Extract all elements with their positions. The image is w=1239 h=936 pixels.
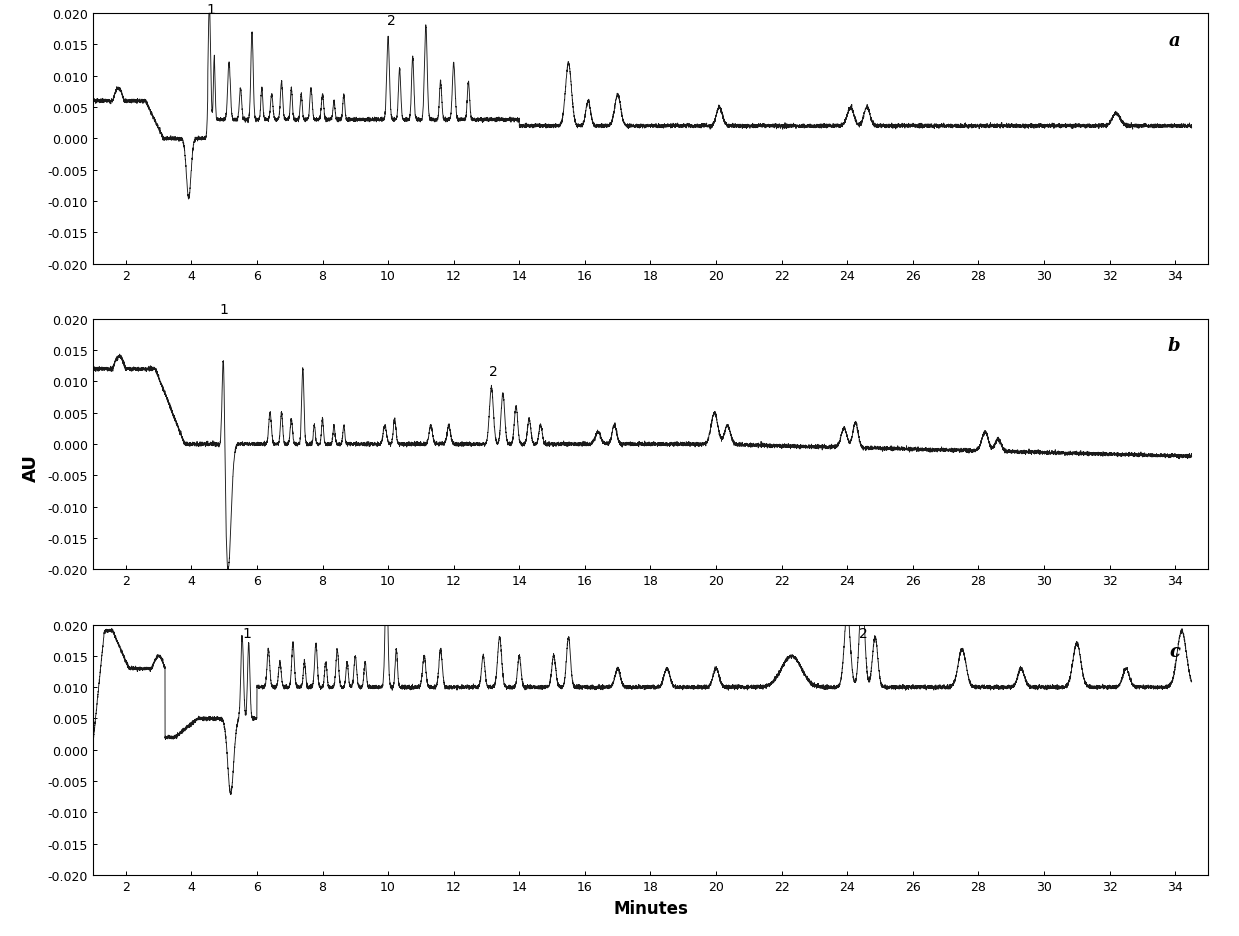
Text: 2: 2 xyxy=(387,14,395,28)
Text: 1: 1 xyxy=(219,302,228,316)
Text: 1: 1 xyxy=(207,3,216,17)
Text: 1: 1 xyxy=(243,626,252,640)
Text: c: c xyxy=(1170,642,1180,660)
Text: b: b xyxy=(1167,337,1180,355)
Text: a: a xyxy=(1168,32,1180,50)
X-axis label: Minutes: Minutes xyxy=(613,899,688,916)
Text: AU: AU xyxy=(22,454,40,482)
Text: 2: 2 xyxy=(860,626,869,640)
Text: 2: 2 xyxy=(488,365,497,379)
